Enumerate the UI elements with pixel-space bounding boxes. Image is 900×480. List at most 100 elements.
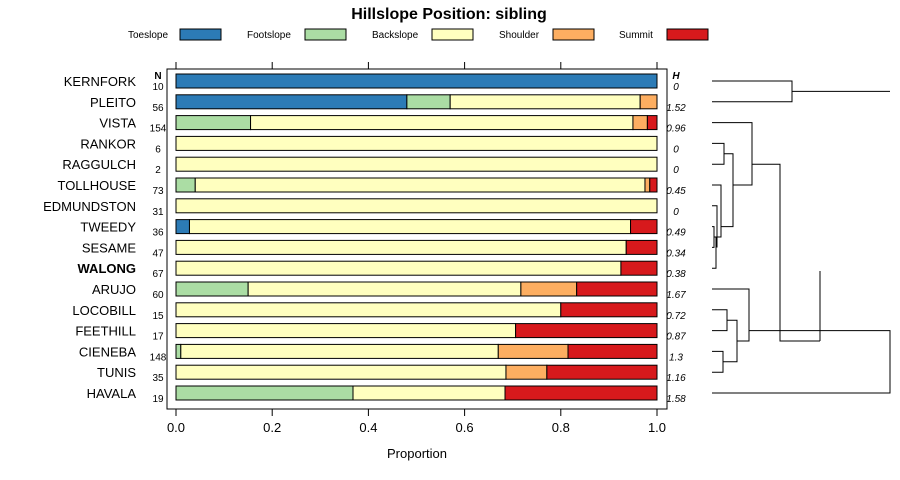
- h-value-vista: 0.96: [666, 124, 686, 135]
- bar-segment-pleito-footslope: [406, 94, 451, 110]
- bar-segment-tweedy-toeslope: [175, 219, 190, 235]
- dendrogram-link: [712, 309, 728, 332]
- bar-segment-tweedy-summit: [630, 219, 658, 235]
- legend-swatch-backslope: [431, 28, 474, 41]
- bar-segment-raggulch-backslope: [175, 156, 658, 172]
- legend: Toeslope Footslope Backslope Shoulder Summit: [128, 28, 709, 41]
- x-tick-label: 0.2: [263, 420, 281, 435]
- row-label-rankor: RANKOR: [80, 136, 136, 151]
- legend-swatch-summit: [666, 28, 709, 41]
- n-value-rankor: 6: [155, 144, 161, 155]
- h-value-raggulch: 0: [673, 165, 679, 176]
- bar-segment-cieneba-summit: [567, 343, 658, 359]
- bar-segment-arujo-shoulder: [520, 281, 578, 297]
- n-value-cieneba: 148: [150, 352, 167, 363]
- dendrogram-link: [712, 184, 722, 238]
- bar-segment-kernfork-toeslope: [175, 73, 658, 89]
- bar-segment-tunis-backslope: [175, 364, 507, 380]
- legend-label-footslope: Footslope: [247, 30, 291, 41]
- dendrogram-link: [712, 288, 750, 342]
- bar-segment-cieneba-shoulder: [497, 343, 569, 359]
- bar-segment-vista-backslope: [250, 115, 634, 131]
- row-tunis: TUNIS 35 1.16: [97, 364, 686, 384]
- n-value-walong: 67: [152, 269, 164, 280]
- bar-segment-tweedy-backslope: [188, 219, 632, 235]
- h-value-pleito: 1.52: [666, 103, 686, 114]
- row-locobill: LOCOBILL 15 0.72: [72, 302, 686, 322]
- row-label-cieneba: CIENEBA: [79, 344, 136, 359]
- row-label-kernfork: KERNFORK: [64, 74, 137, 89]
- bar-segment-havala-footslope: [175, 385, 354, 401]
- row-tollhouse: TOLLHOUSE 73 0.45: [57, 177, 686, 197]
- row-label-tollhouse: TOLLHOUSE: [57, 178, 136, 193]
- legend-label-toeslope: Toeslope: [128, 30, 168, 41]
- dendrogram-link: [712, 80, 890, 103]
- dendrogram-link: [712, 226, 715, 248]
- bar-segment-rankor-backslope: [175, 135, 658, 151]
- n-value-feethill: 17: [152, 332, 164, 343]
- row-havala: HAVALA 19 1.58: [87, 385, 686, 405]
- n-value-vista: 154: [150, 124, 167, 135]
- bar-segment-walong-summit: [620, 260, 658, 276]
- bar-segment-locobill-summit: [560, 302, 658, 318]
- bar-segment-walong-backslope: [175, 260, 622, 276]
- bar-segment-cieneba-backslope: [180, 343, 499, 359]
- legend-swatch-shoulder: [552, 28, 595, 41]
- plot-frame: [166, 68, 668, 410]
- dendrogram-link: [721, 153, 734, 228]
- x-tick-label: 0.6: [456, 420, 474, 435]
- h-value-tunis: 1.16: [666, 373, 686, 384]
- row-kernfork: KERNFORK 10 0: [64, 73, 679, 93]
- row-feethill: FEETHILL 17 0.87: [75, 323, 686, 343]
- row-label-feethill: FEETHILL: [75, 324, 136, 339]
- n-column-header: N: [154, 71, 161, 82]
- h-value-cieneba: 1.3: [669, 352, 683, 363]
- row-rankor: RANKOR 6 0: [80, 135, 679, 155]
- row-label-vista: VISTA: [99, 116, 136, 131]
- bar-segment-locobill-backslope: [175, 302, 562, 318]
- n-value-locobill: 15: [152, 311, 164, 322]
- row-label-walong: WALONG: [78, 261, 137, 276]
- legend-swatch-footslope: [304, 28, 347, 41]
- dendrogram-link: [712, 236, 717, 269]
- row-cieneba: CIENEBA 148 1.3: [79, 343, 683, 363]
- x-tick-label: 0.4: [359, 420, 377, 435]
- row-vista: VISTA 154 0.96: [99, 115, 686, 135]
- bar-segment-vista-footslope: [175, 115, 252, 131]
- row-pleito: PLEITO 56 1.52: [90, 94, 686, 114]
- legend-swatch-toeslope: [179, 28, 222, 41]
- row-label-arujo: ARUJO: [92, 282, 136, 297]
- dendrogram-link: [712, 142, 725, 165]
- n-value-raggulch: 2: [155, 165, 161, 176]
- bar-segment-tollhouse-footslope: [175, 177, 196, 193]
- h-value-sesame: 0.34: [666, 248, 686, 259]
- h-value-locobill: 0.72: [666, 311, 686, 322]
- dendrogram-link: [712, 330, 891, 394]
- h-value-edmundston: 0: [673, 207, 679, 218]
- n-value-edmundston: 31: [152, 207, 164, 218]
- x-tick-label: 1.0: [648, 420, 666, 435]
- n-value-sesame: 47: [152, 248, 164, 259]
- bar-segment-pleito-backslope: [449, 94, 641, 110]
- bar-segment-tollhouse-shoulder: [644, 177, 651, 193]
- n-value-tunis: 35: [152, 373, 164, 384]
- row-label-pleito: PLEITO: [90, 95, 136, 110]
- n-value-pleito: 56: [152, 103, 164, 114]
- row-tweedy: TWEEDY 36 0.49: [80, 219, 686, 239]
- bar-segment-arujo-footslope: [175, 281, 249, 297]
- x-tick-label: 0.0: [167, 420, 185, 435]
- row-raggulch: RAGGULCH 2 0: [62, 156, 679, 176]
- legend-label-summit: Summit: [619, 30, 653, 41]
- h-value-feethill: 0.87: [666, 332, 686, 343]
- bar-segment-feethill-backslope: [175, 323, 517, 339]
- chart-title: Hillslope Position: sibling: [351, 6, 547, 23]
- row-walong: WALONG 67 0.38: [78, 260, 686, 280]
- h-value-tollhouse: 0.45: [666, 186, 686, 197]
- h-value-arujo: 1.67: [666, 290, 686, 301]
- row-label-tweedy: TWEEDY: [80, 220, 136, 235]
- h-value-havala: 1.58: [666, 394, 686, 405]
- dendrogram-link: [712, 205, 718, 248]
- bar-segment-sesame-summit: [625, 239, 658, 255]
- row-arujo: ARUJO 60 1.67: [92, 281, 686, 301]
